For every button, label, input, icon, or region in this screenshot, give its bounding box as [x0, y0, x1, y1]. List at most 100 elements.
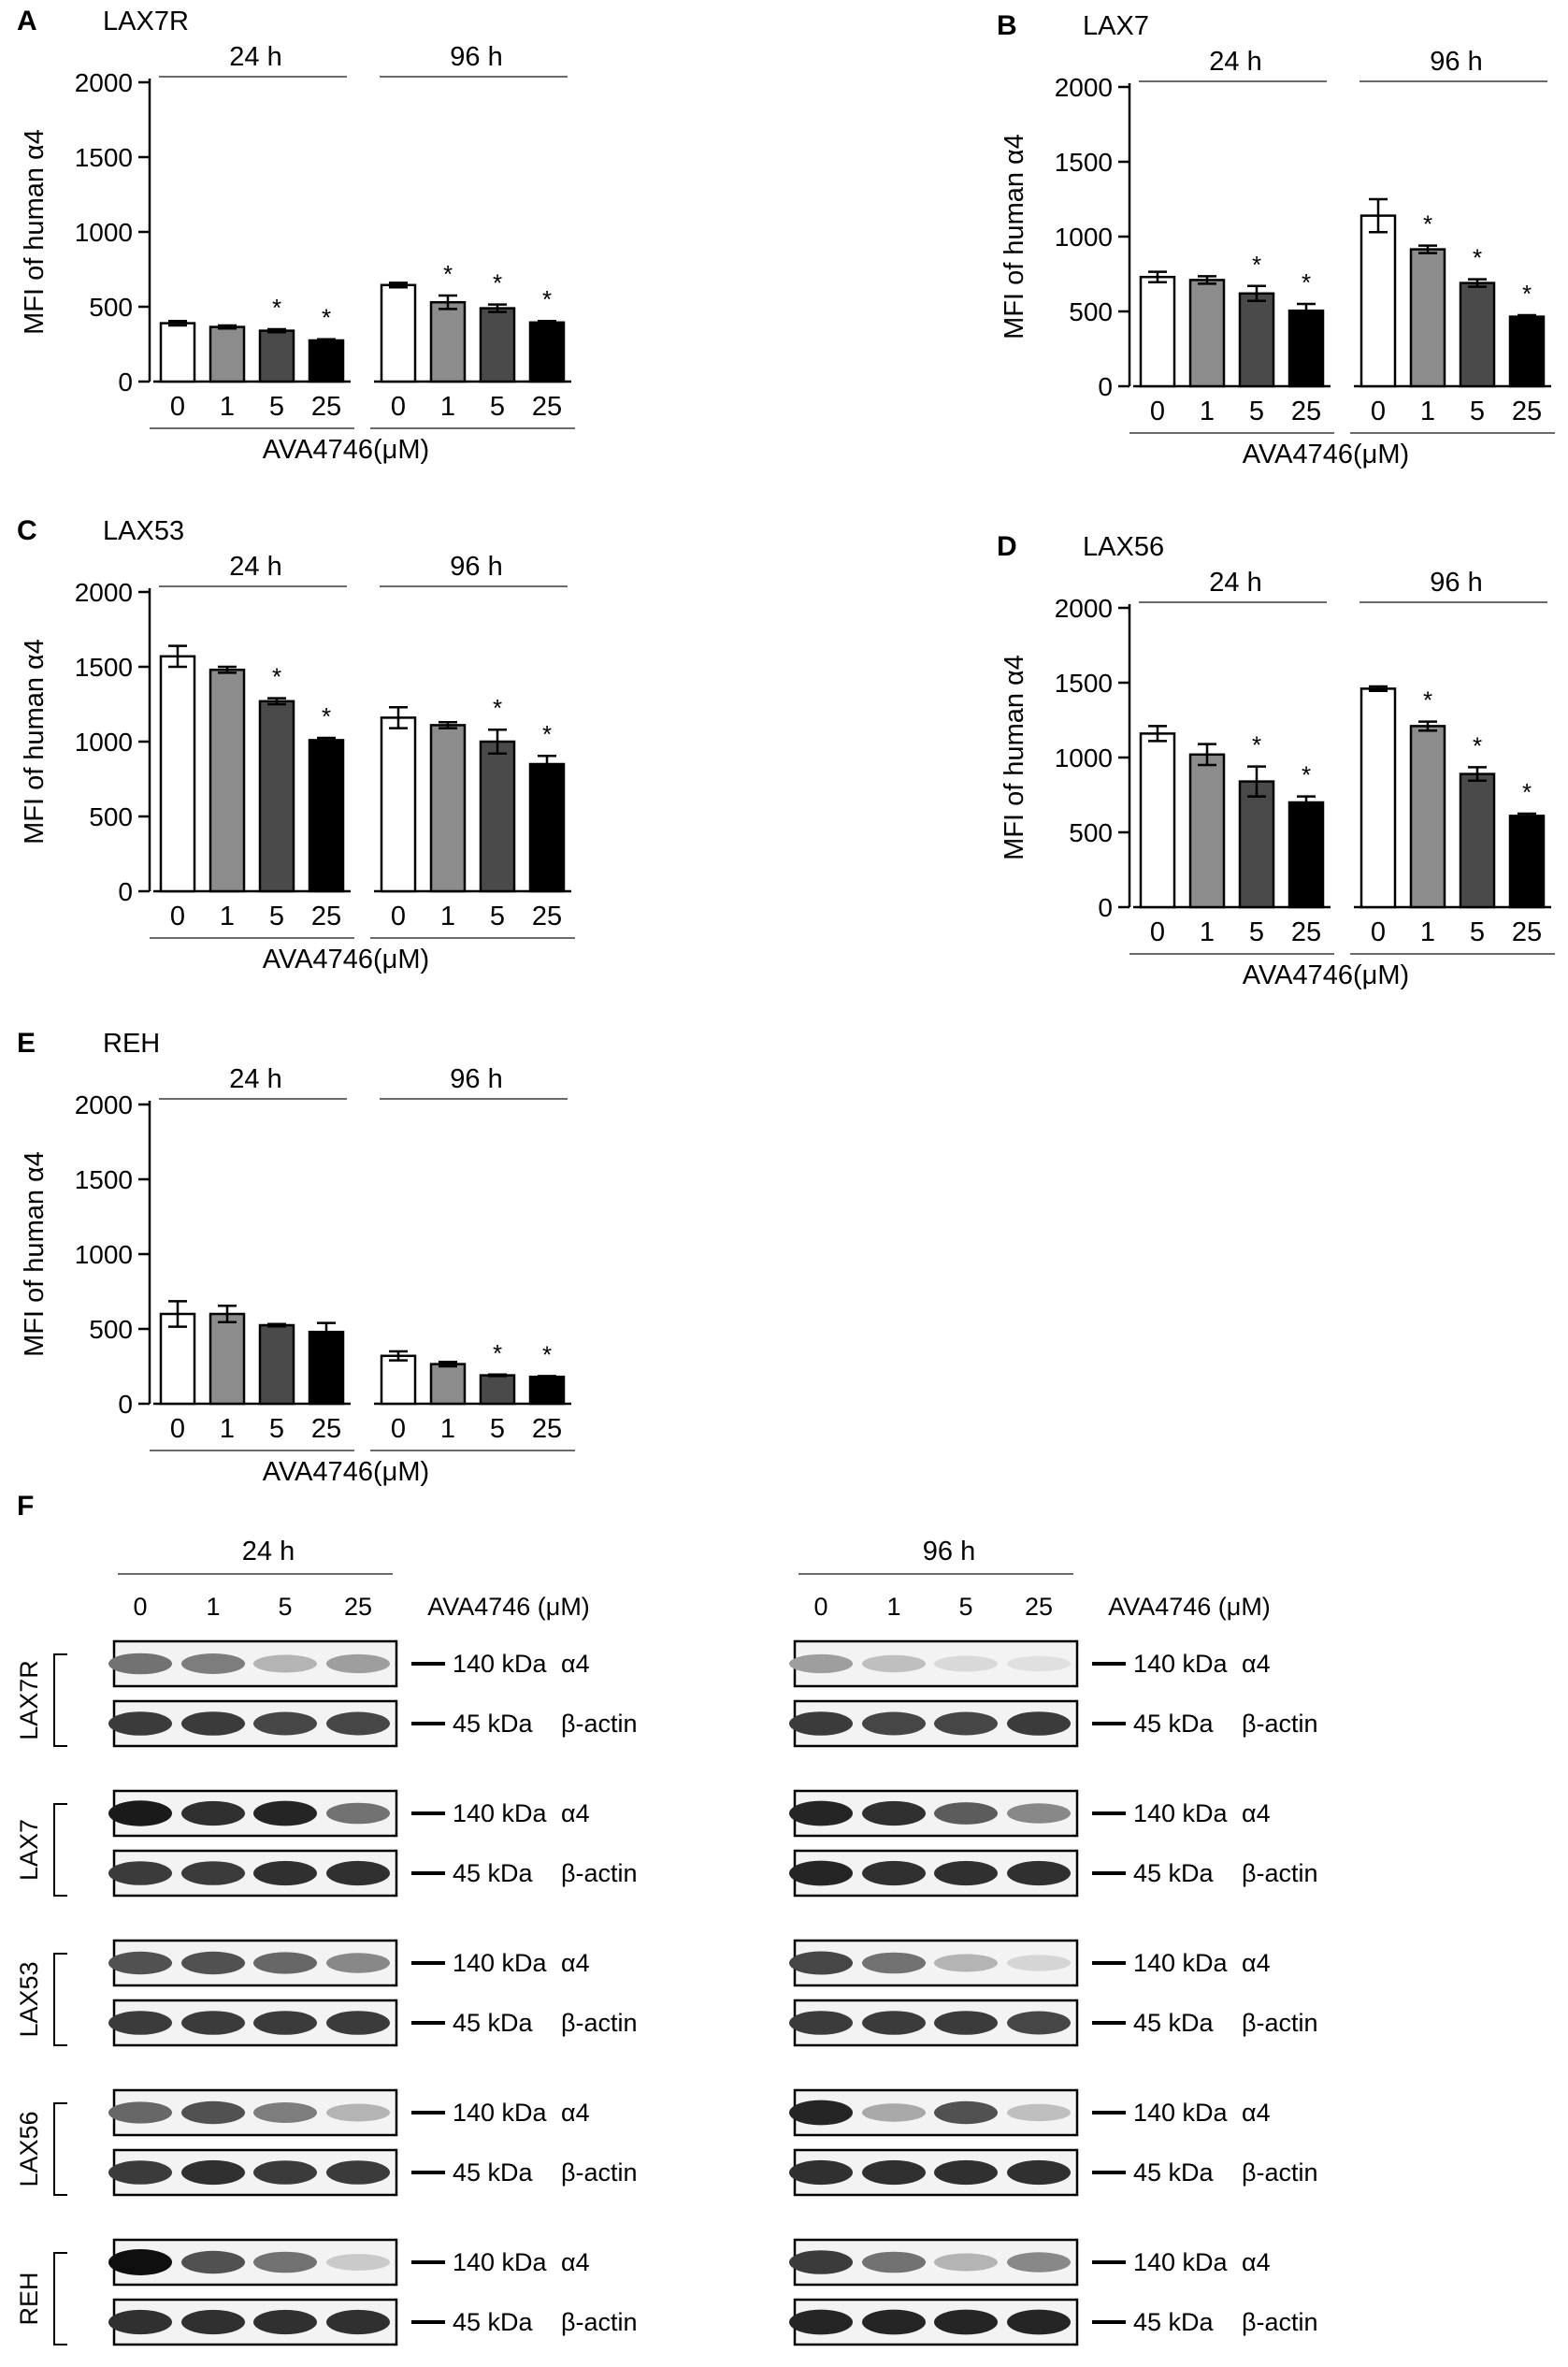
significance-star: *: [542, 720, 552, 748]
bar: [308, 1330, 345, 1406]
blot-band: [253, 1654, 317, 1673]
blot-band: [789, 1711, 853, 1736]
x-tick-label: 5: [269, 1414, 284, 1444]
bar: [380, 283, 417, 383]
blot-band: [108, 2011, 172, 2035]
y-axis-label: MFI of human α4: [20, 1151, 50, 1357]
x-tick-label: 25: [311, 1414, 341, 1444]
y-tick-label: 0: [1098, 372, 1113, 401]
bar: [528, 762, 566, 893]
panel-letter: B: [997, 10, 1017, 41]
blot-band: [253, 2102, 317, 2123]
protein-label: α4: [561, 1799, 590, 1827]
blot-band: [789, 1951, 853, 1975]
blot-group-label: 96 h: [923, 1537, 975, 1566]
bar: [209, 1312, 246, 1406]
group-header-label: 24 h: [229, 42, 281, 72]
blot-panel: F 24 h 0 1 5 25 AVA4746 (μM) 96 h 0 1 5 25 AVA4746 (…: [15, 1491, 1318, 2346]
x-tick-label: 25: [1291, 917, 1321, 947]
bar: [1238, 292, 1275, 388]
blot-band: [253, 1800, 317, 1826]
blot-lane-label: 1: [886, 1593, 900, 1621]
blot-band: [1007, 2252, 1071, 2273]
y-tick-label: 1500: [1055, 148, 1113, 177]
blot-band: [181, 1800, 245, 1826]
y-tick-label: 0: [118, 368, 133, 397]
bar: [1287, 801, 1325, 909]
blot-band: [789, 2100, 853, 2126]
bar: [258, 329, 295, 383]
y-tick-label: 1000: [75, 1240, 133, 1269]
significance-star: *: [493, 1339, 502, 1367]
kda-label: 45 kDa: [453, 2308, 534, 2336]
blot-band: [181, 2159, 245, 2186]
bar: [258, 1323, 295, 1406]
blot-band: [862, 1654, 926, 1673]
blot-band: [326, 2254, 390, 2271]
cell-line-bracket: [53, 2252, 67, 2345]
blot-lane-label: 1: [206, 1593, 220, 1621]
chart-title: LAX7R: [103, 7, 189, 36]
protein-label: α4: [1242, 1650, 1271, 1678]
panel-letter: D: [997, 531, 1017, 562]
significance-star: *: [542, 1340, 552, 1368]
significance-star: *: [1423, 686, 1432, 714]
protein-label: β-actin: [561, 1859, 638, 1887]
blot-band: [934, 1954, 998, 1972]
protein-label: α4: [1242, 1949, 1271, 1977]
blot-band: [108, 2101, 172, 2124]
protein-label: β-actin: [561, 2308, 638, 2336]
blot-band: [862, 2159, 926, 2186]
kda-label: 140 kDa: [453, 1650, 548, 1678]
blot-band: [1007, 1803, 1071, 1824]
significance-star: *: [443, 260, 453, 288]
blot-band: [862, 2309, 926, 2335]
group-header-label: 24 h: [1209, 568, 1261, 598]
kda-label: 45 kDa: [1133, 1859, 1215, 1887]
y-tick-label: 1000: [1055, 223, 1113, 252]
blot-band: [326, 2011, 390, 2035]
protein-label: α4: [561, 2099, 590, 2127]
blot-band: [789, 2250, 853, 2274]
protein-label: α4: [561, 1949, 590, 1977]
protein-label: β-actin: [561, 1710, 638, 1738]
blot-band: [862, 1952, 926, 1974]
blot-band: [1007, 2159, 1071, 2186]
x-tick-label: 1: [1420, 917, 1435, 947]
kda-label: 140 kDa: [1133, 1949, 1229, 1977]
protein-label: β-actin: [1242, 2009, 1318, 2037]
kda-label: 140 kDa: [453, 2248, 548, 2276]
blot-band: [326, 2103, 390, 2122]
x-tick-label: 0: [391, 902, 406, 931]
group-header-label: 96 h: [450, 42, 502, 72]
blot-band: [108, 1653, 172, 1675]
blot-band: [253, 2011, 317, 2035]
blot-band: [1007, 2309, 1071, 2335]
y-tick-label: 1500: [1055, 669, 1113, 698]
protein-label: β-actin: [1242, 1710, 1318, 1738]
panel-letter: E: [17, 1028, 36, 1059]
significance-star: *: [1522, 778, 1532, 806]
bar: [308, 339, 345, 383]
blot-lane-label: 5: [958, 1593, 972, 1621]
cell-line-bracket: [53, 1653, 67, 1747]
blot-band: [934, 2309, 998, 2335]
y-tick-label: 1500: [75, 653, 133, 682]
blot-lane-label: 25: [344, 1593, 372, 1621]
y-tick-label: 500: [89, 1315, 133, 1344]
panel-letter: A: [17, 6, 37, 36]
blot-band: [253, 2251, 317, 2273]
blot-band: [789, 2309, 853, 2335]
y-tick-label: 2000: [75, 1090, 133, 1119]
kda-label: 45 kDa: [1133, 2308, 1215, 2336]
significance-star: *: [1252, 731, 1261, 759]
blot-band: [326, 2309, 390, 2335]
x-tick-label: 0: [391, 392, 406, 422]
blot-band: [789, 1653, 853, 1674]
significance-star: *: [322, 304, 331, 332]
cell-line-label: REH: [15, 2272, 43, 2325]
x-tick-label: 25: [311, 902, 341, 931]
blot-band: [181, 1861, 245, 1885]
